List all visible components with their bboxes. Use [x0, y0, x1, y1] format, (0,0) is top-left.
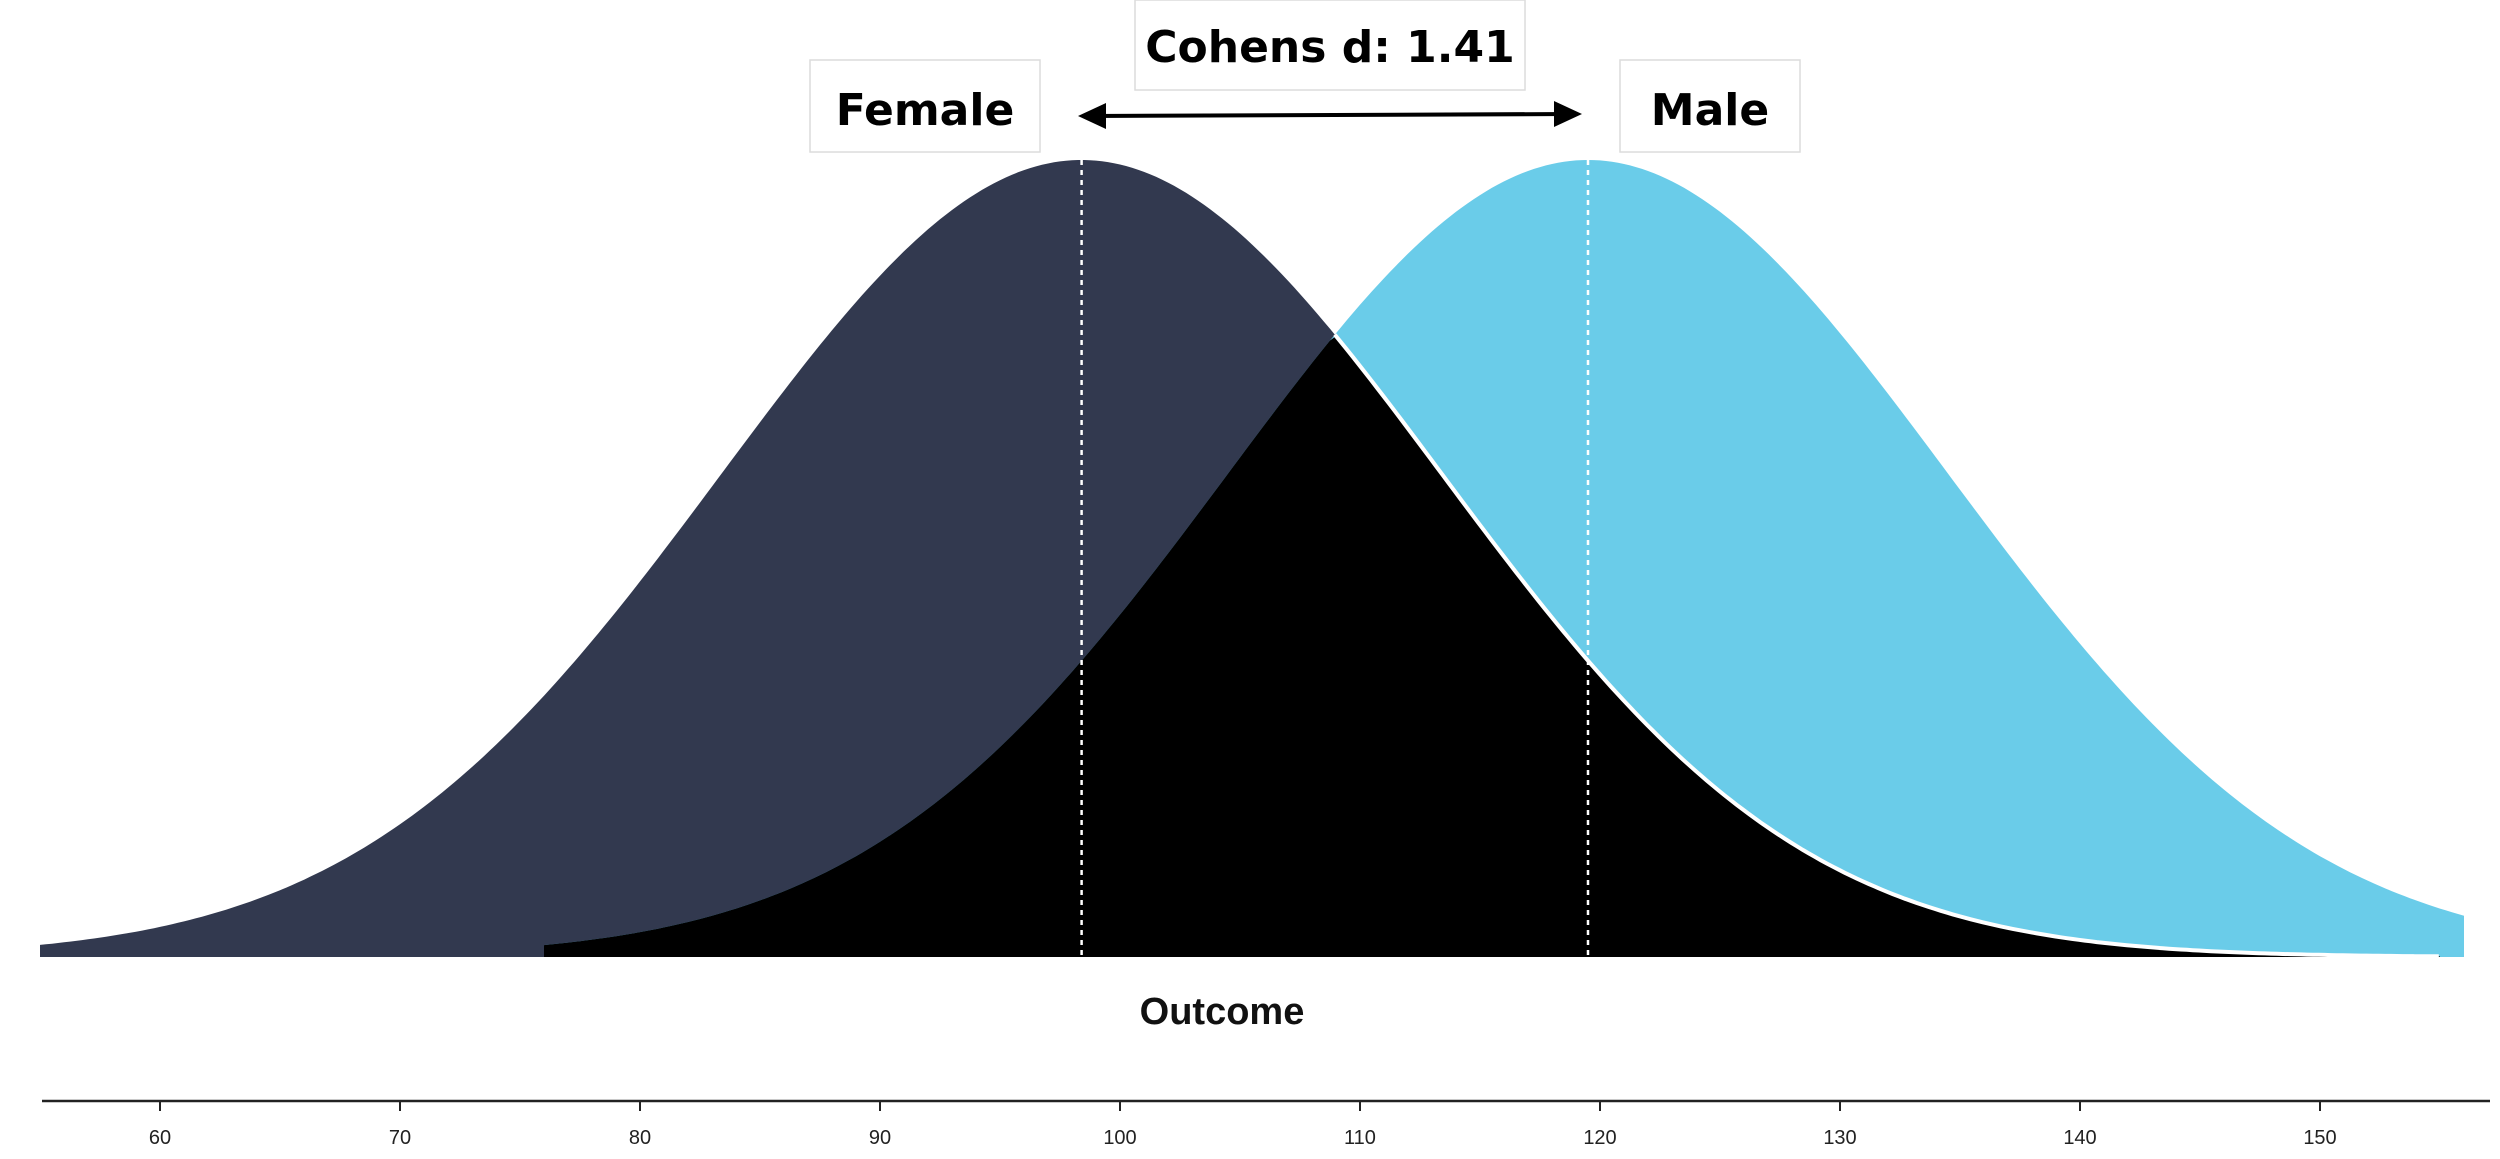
- x-tick-label: 110: [1344, 1127, 1376, 1149]
- distribution-areas: [40, 160, 2464, 959]
- x-tick-label: 120: [1583, 1127, 1616, 1149]
- x-tick-label: 130: [1823, 1127, 1856, 1149]
- male-label: Male: [1651, 85, 1769, 136]
- x-tick-label: 150: [2303, 1127, 2336, 1149]
- x-tick-label: 90: [869, 1127, 891, 1149]
- x-axis-ticks: 60 70 80 90 100 110 120 130 140 150: [149, 1101, 2337, 1149]
- legend-female: Female: [809, 59, 1041, 153]
- female-label-box: [809, 59, 1041, 153]
- mean-lines: [1080, 160, 1590, 957]
- legend-male: Male: [1619, 59, 1801, 153]
- x-tick-label: 60: [149, 1127, 171, 1149]
- overlap-area: [544, 336, 2440, 958]
- x-tick-label: 70: [389, 1127, 411, 1149]
- x-tick-label: 140: [2063, 1127, 2096, 1149]
- x-tick-label: 100: [1103, 1127, 1136, 1149]
- effect-arrow-line: [1089, 112, 1571, 118]
- arrow-right-head-icon: [1554, 101, 1582, 127]
- x-axis: 60 70 80 90 100 110 120 130 140 150: [42, 1099, 2490, 1149]
- x-tick-label: 80: [629, 1127, 651, 1149]
- effect-label-box: [1134, 0, 1526, 91]
- female-label: Female: [836, 85, 1015, 136]
- male-label-box: [1619, 59, 1801, 153]
- effect-size-annotation: Cohens d: 1.41: [1078, 0, 1582, 129]
- effect-size-label: Cohens d: 1.41: [1145, 22, 1515, 73]
- arrow-left-head-icon: [1078, 103, 1106, 129]
- x-axis-title: Outcome: [1140, 991, 1305, 1033]
- female-curve-outline: [1333, 333, 2439, 959]
